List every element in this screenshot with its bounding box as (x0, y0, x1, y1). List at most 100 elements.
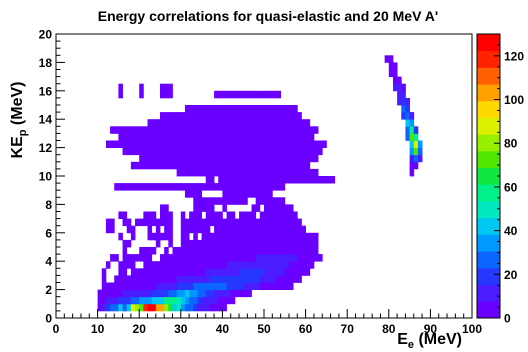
heatmap-cell (218, 275, 223, 283)
x-axis-ticks: 0 10 20 30 40 50 60 70 80 90 100 (53, 309, 482, 336)
heatmap-cell (184, 247, 190, 255)
heatmap-cell (288, 225, 294, 234)
heatmap-cell (259, 239, 265, 248)
heatmap-cell (218, 254, 223, 262)
heatmap-cell (309, 247, 315, 255)
heatmap-cell (417, 140, 423, 148)
heatmap-cell (147, 218, 153, 227)
heatmap-cell (255, 154, 261, 163)
heatmap-cell (226, 211, 232, 219)
heatmap-cell (176, 261, 182, 269)
heatmap-cell (184, 119, 190, 127)
heatmap-cell (226, 268, 232, 276)
heatmap-cell (243, 183, 248, 191)
heatmap-cell (239, 147, 244, 156)
heatmap-cell (118, 303, 123, 312)
heatmap-cell (247, 282, 252, 290)
heatmap-cell (264, 275, 269, 283)
heatmap-cells (97, 55, 423, 312)
x-tick-label: 40 (216, 322, 230, 336)
heatmap-cell (172, 183, 178, 191)
heatmap-cell (293, 126, 298, 134)
heatmap-cell (209, 247, 215, 255)
heatmap-cell (259, 225, 265, 234)
heatmap-cell (318, 147, 323, 156)
heatmap-cell (234, 154, 240, 163)
heatmap-cell (205, 197, 211, 205)
heatmap-cell (309, 147, 315, 156)
heatmap-cell (230, 239, 236, 248)
heatmap-cell (297, 133, 302, 141)
heatmap-cell (143, 147, 148, 156)
heatmap-cell (151, 232, 157, 241)
heatmap-cell (197, 275, 202, 283)
heatmap-cell (122, 275, 128, 283)
heatmap-cell (255, 168, 261, 177)
heatmap-cell (276, 211, 282, 219)
heatmap-cell (105, 296, 111, 305)
heatmap-cell (130, 261, 136, 269)
heatmap-cell (218, 197, 223, 205)
heatmap-cell (143, 126, 148, 134)
heatmap-cell (205, 211, 211, 219)
heatmap-cell (243, 126, 248, 134)
heatmap-cell (239, 90, 244, 99)
heatmap-cell (180, 254, 186, 262)
heatmap-cell (209, 296, 215, 305)
heatmap-cell (284, 218, 290, 227)
heatmap-cell (218, 303, 223, 312)
heatmap-cell (247, 254, 252, 262)
heatmap-cell (255, 275, 261, 283)
heatmap-cell (234, 282, 240, 290)
heatmap-cell (288, 140, 294, 148)
heatmap-cell (230, 211, 236, 219)
heatmap-cell (164, 126, 169, 134)
heatmap-cell (180, 275, 186, 283)
heatmap-cell (388, 55, 394, 63)
heatmap-cell (139, 275, 144, 283)
heatmap-cell (243, 190, 248, 198)
heatmap-cell (197, 225, 202, 234)
heatmap-cell (264, 225, 269, 234)
heatmap-cell (239, 126, 244, 134)
heatmap-cell (160, 282, 165, 290)
heatmap-cell (122, 183, 128, 191)
heatmap-cell (272, 126, 277, 134)
heatmap-cell (197, 289, 202, 298)
heatmap-cell (280, 254, 286, 262)
heatmap-cell (297, 247, 302, 255)
heatmap-cell (264, 232, 269, 241)
heatmap-cell (184, 168, 190, 177)
heatmap-cell (180, 303, 186, 312)
heatmap-cell (226, 90, 232, 99)
heatmap-cell (401, 83, 406, 92)
heatmap-cell (259, 183, 265, 191)
heatmap-cell (189, 133, 194, 141)
heatmap-cell (247, 147, 252, 156)
heatmap-cell (193, 275, 198, 283)
heatmap-cell (301, 161, 306, 170)
heatmap-cell (293, 261, 298, 269)
heatmap-cell (272, 218, 277, 227)
heatmap-cell (105, 218, 111, 227)
heatmap-cell (168, 268, 173, 276)
heatmap-cell (284, 133, 290, 141)
heatmap-cell (259, 112, 265, 120)
heatmap-cell (184, 190, 190, 198)
heatmap-cell (301, 261, 306, 269)
heatmap-cell (288, 282, 294, 290)
heatmap-cell (197, 133, 202, 141)
heatmap-cell (268, 176, 273, 184)
heatmap-cell (155, 268, 161, 276)
heatmap-cell (239, 218, 244, 227)
heatmap-cell (247, 239, 252, 248)
heatmap-cell (405, 105, 410, 113)
heatmap-cell (239, 239, 244, 248)
heatmap-cell (259, 140, 265, 148)
heatmap-cell (309, 176, 315, 184)
heatmap-cell (280, 119, 286, 127)
heatmap-cell (313, 176, 319, 184)
heatmap-cell (218, 90, 223, 99)
heatmap-cell (197, 154, 202, 163)
heatmap-cell (234, 261, 240, 269)
